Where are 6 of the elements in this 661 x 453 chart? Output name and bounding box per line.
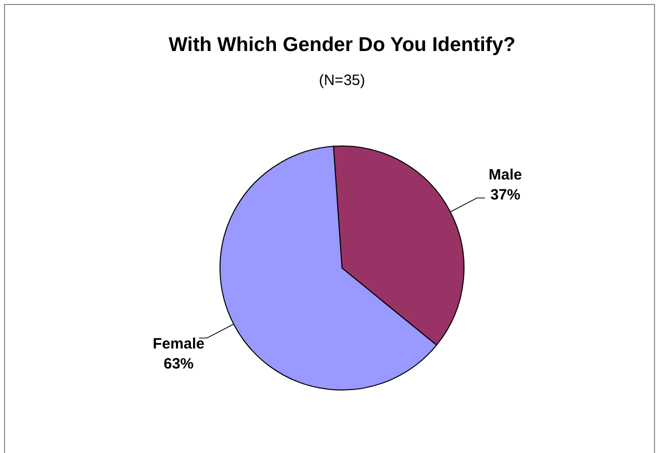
slice-label: Male [488, 166, 522, 184]
data-label: 63% [164, 356, 194, 373]
data-label: 37% [490, 186, 520, 204]
chart-title: With Which Gender Do You Identify? [168, 33, 516, 57]
slice-label: Female [152, 336, 204, 353]
chart-subtitle: (N=35) [318, 72, 366, 90]
